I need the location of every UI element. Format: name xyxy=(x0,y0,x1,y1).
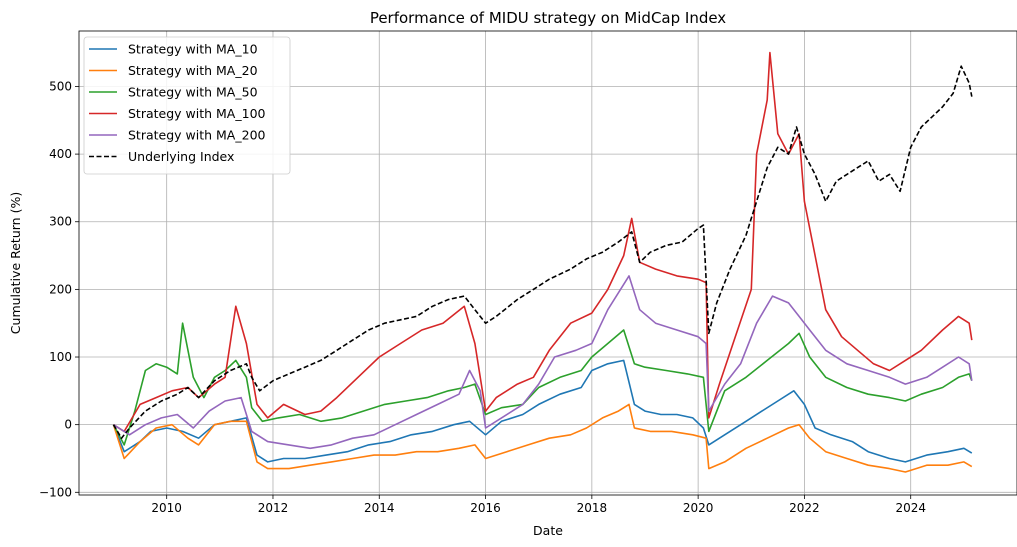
x-tick-label: 2016 xyxy=(470,501,501,515)
grid xyxy=(79,31,1017,495)
plot-frame xyxy=(78,30,1017,496)
legend-label: Strategy with MA_10 xyxy=(128,42,258,57)
y-tick-label: 400 xyxy=(49,147,72,161)
x-axis: 2010 2012 2014 2016 2018 2020 2022 2024 xyxy=(151,495,926,515)
y-tick-label: 300 xyxy=(49,215,72,229)
series-line-underlying-index xyxy=(112,65,973,439)
legend-label: Strategy with MA_100 xyxy=(128,106,266,121)
x-tick-label: 2024 xyxy=(895,501,926,515)
y-tick-label: 500 xyxy=(49,79,72,93)
y-axis-label: Cumulative Return (%) xyxy=(8,192,23,334)
x-tick-label: 2010 xyxy=(151,501,182,515)
x-tick-label: 2020 xyxy=(683,501,714,515)
legend-label: Strategy with MA_20 xyxy=(128,63,258,78)
y-tick-label: 200 xyxy=(49,282,72,296)
series-line-strategy-with-ma-10 xyxy=(112,359,973,463)
series-line-strategy-with-ma-200 xyxy=(113,275,973,450)
y-tick-label: 100 xyxy=(49,350,72,364)
x-tick-label: 2012 xyxy=(258,501,289,515)
series-lines xyxy=(112,51,973,473)
x-tick-label: 2014 xyxy=(364,501,395,515)
series-line-strategy-with-ma-100 xyxy=(113,51,973,433)
y-axis: −100 0 100 200 300 400 500 xyxy=(39,79,79,499)
x-axis-label: Date xyxy=(533,523,563,538)
x-tick-label: 2018 xyxy=(577,501,608,515)
legend-label: Strategy with MA_50 xyxy=(128,85,258,100)
chart-title: Performance of MIDU strategy on MidCap I… xyxy=(370,9,726,27)
legend: Strategy with MA_10 Strategy with MA_20 St… xyxy=(83,36,291,175)
y-tick-label: 0 xyxy=(64,418,72,432)
legend-label: Strategy with MA_200 xyxy=(128,128,266,143)
legend-box xyxy=(83,36,291,175)
series-line-strategy-with-ma-20 xyxy=(112,403,973,473)
y-tick-label: −100 xyxy=(39,485,72,499)
legend-label: Underlying Index xyxy=(128,149,234,164)
x-tick-label: 2022 xyxy=(789,501,820,515)
